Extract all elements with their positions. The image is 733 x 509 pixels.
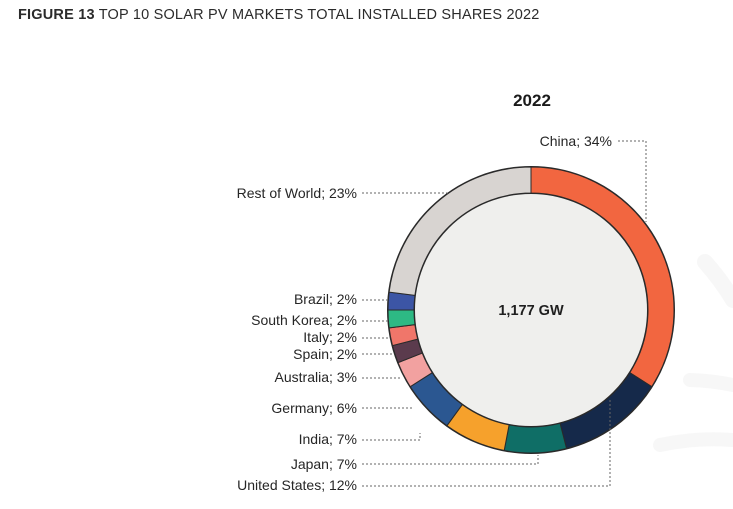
leader-china [618,140,647,222]
figure-number: FIGURE 13 [18,7,95,23]
label-rest-of-world: Rest of World; 23% [237,185,357,201]
chart-year-title: 2022 [513,91,551,110]
donut-center-fill [415,194,647,426]
leader-japan [362,455,539,465]
donut-outer-border [387,166,675,454]
label-italy: Italy; 2% [303,329,357,345]
label-india: India; 7% [299,431,357,447]
label-united-states: United States; 12% [237,477,357,493]
leader-india [362,433,421,441]
donut-inner-border [414,193,648,427]
slice-japan [503,422,568,454]
leader-united-states [362,400,611,487]
slice-labels: China; 34% United States; 12% Japan; 7% Ind… [237,133,612,493]
label-japan: Japan; 7% [291,456,357,472]
label-spain: Spain; 2% [293,346,357,362]
figure-title: FIGURE 13 TOP 10 SOLAR PV MARKETS TOTAL … [18,7,540,23]
label-brazil: Brazil; 2% [294,291,357,307]
label-china: China; 34% [540,133,612,149]
label-germany: Germany; 6% [271,400,357,416]
leader-lines [362,140,647,487]
label-australia: Australia; 3% [275,369,357,385]
label-south-korea: South Korea; 2% [251,312,357,328]
donut-center-total: 1,177 GW [498,303,564,319]
slice-south-korea [387,309,416,329]
figure-title-text: TOP 10 SOLAR PV MARKETS TOTAL INSTALLED … [98,7,540,23]
